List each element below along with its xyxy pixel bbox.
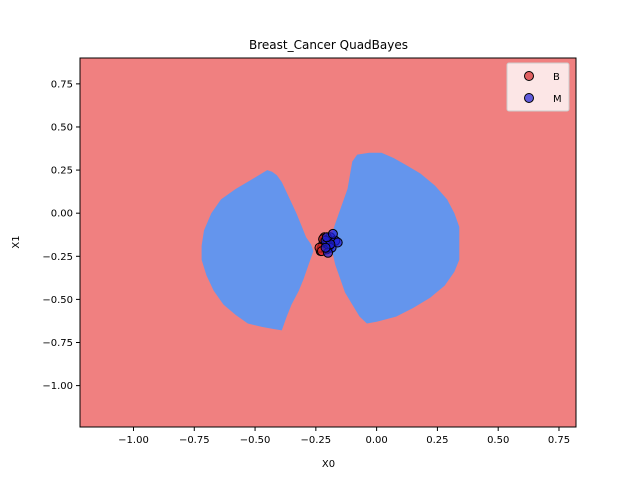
data-point-m-11 bbox=[320, 242, 331, 253]
x-axis-label: X0 bbox=[322, 459, 335, 470]
y-axis: 0.75 0.50 0.25 0.00 −0.25 −0.50 −0.75 −1.00 bbox=[42, 79, 80, 392]
data-point-m-10 bbox=[327, 228, 338, 239]
y-tick-label-6: −0.75 bbox=[42, 338, 73, 349]
x-axis: −1.00 −0.75 −0.50 −0.25 0.00 0.25 0.50 0.75 bbox=[118, 427, 570, 446]
legend-label-b: B bbox=[553, 72, 560, 83]
y-tick-label-3: 0.00 bbox=[51, 209, 73, 220]
x-tick-label-1: −0.75 bbox=[179, 435, 210, 446]
decision-region-m-0 bbox=[201, 170, 314, 331]
legend-label-m: M bbox=[553, 94, 562, 105]
x-tick-label-7: 0.75 bbox=[548, 435, 570, 446]
y-tick-label-1: 0.50 bbox=[51, 122, 73, 133]
y-axis-label: X1 bbox=[11, 235, 22, 248]
x-tick-label-5: 0.25 bbox=[426, 435, 448, 446]
y-tick-label-2: 0.25 bbox=[51, 166, 73, 177]
y-tick-label-7: −1.00 bbox=[42, 381, 73, 392]
decision-region-m-1 bbox=[330, 152, 460, 324]
y-tick-label-4: −0.25 bbox=[42, 252, 73, 263]
legend-marker-b bbox=[524, 71, 534, 81]
x-tick-label-3: −0.25 bbox=[301, 435, 332, 446]
legend: B M bbox=[506, 62, 570, 112]
y-tick-label-5: −0.50 bbox=[42, 295, 73, 306]
plot-frame bbox=[79, 57, 577, 428]
x-tick-label-2: −0.50 bbox=[240, 435, 271, 446]
y-tick-label-0: 0.75 bbox=[51, 79, 73, 90]
x-tick-label-0: −1.00 bbox=[118, 435, 149, 446]
x-tick-label-6: 0.50 bbox=[487, 435, 509, 446]
legend-marker-m bbox=[524, 93, 534, 103]
x-tick-label-4: 0.00 bbox=[365, 435, 387, 446]
plot-area bbox=[79, 57, 577, 428]
legend-box bbox=[506, 62, 570, 112]
chart-title: Breast_Cancer QuadBayes bbox=[249, 38, 408, 52]
